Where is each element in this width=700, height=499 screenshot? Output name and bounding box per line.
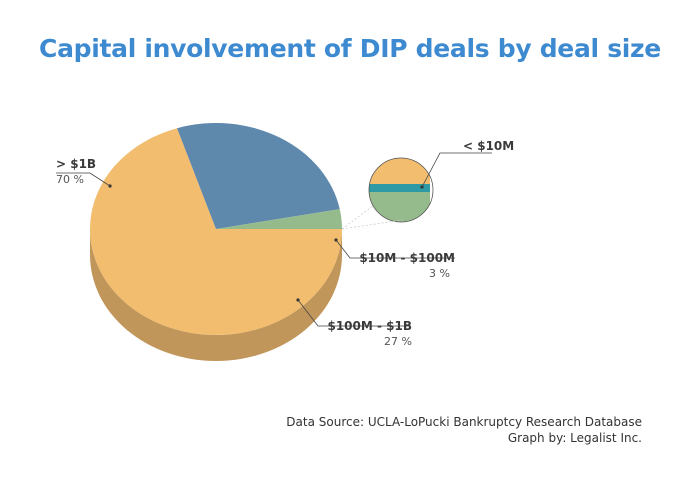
slice-labels: > $1B 70 % $100M - $1B 27 % $10M - $100M 3 % <… [56, 139, 514, 348]
pie-slice-2 [216, 209, 342, 229]
inset-guide-2 [341, 219, 404, 230]
chart-title: Capital involvement of DIP deals by deal… [39, 34, 661, 63]
slice-value-2: 3 % [429, 267, 450, 280]
slice-value-1: 27 % [384, 335, 412, 348]
slice-side-0 [90, 229, 342, 361]
zoom-inset [341, 157, 434, 230]
slice-value-0: 70 % [56, 173, 84, 186]
leader-line-3 [421, 152, 492, 188]
slice-label-3: < $10M [463, 139, 514, 153]
data-source-note: Data Source: UCLA-LoPucki Bankruptcy Res… [286, 415, 642, 429]
leader-line-0 [56, 172, 111, 187]
slice-label-1: $100M - $1B [327, 319, 412, 333]
pie-slice-1 [177, 122, 340, 229]
leader-line-1 [297, 299, 410, 327]
pie-slice-0 [90, 128, 342, 335]
pie-top [90, 122, 342, 335]
inset-border [368, 157, 434, 223]
slice-label-0: > $1B [56, 157, 96, 171]
inset-large-slice [369, 158, 431, 184]
slice-label-2: $10M - $100M [359, 251, 455, 265]
graph-credit: Graph by: Legalist Inc. [507, 431, 642, 445]
inset-guide-1 [341, 205, 374, 230]
leader-line-2 [335, 239, 455, 259]
inset-tiny-slice [369, 184, 431, 192]
pie-sides [90, 229, 342, 361]
